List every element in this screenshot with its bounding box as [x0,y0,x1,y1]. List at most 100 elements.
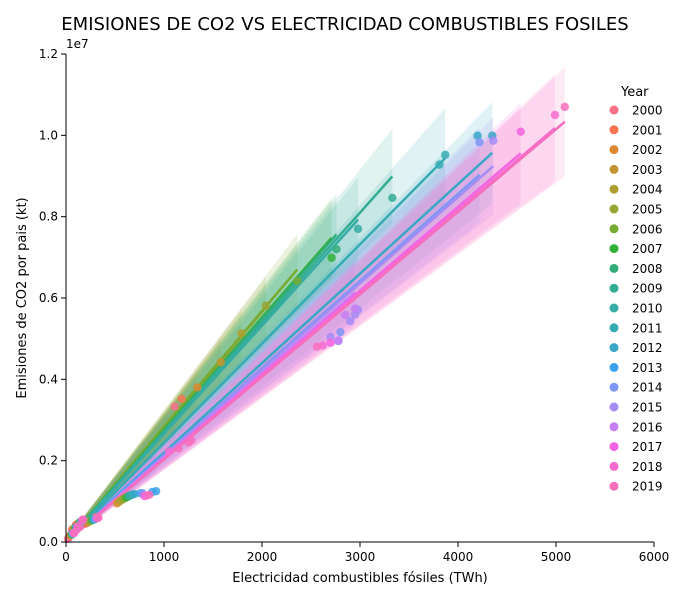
regression-lines [65,120,566,543]
legend-marker-2015 [609,402,619,412]
legend-marker-2012 [609,343,619,353]
point-2019-1 [312,342,322,351]
x-ticks: 0 1000 2000 3000 4000 5000 6000 [62,542,669,564]
confidence-band-2018 [66,74,556,543]
confidence-band-2010 [66,177,359,542]
confidence-band-2015 [66,117,494,543]
legend-marker-2004 [609,184,619,194]
x-tick-label: 3000 [345,550,376,564]
y-ticks: 0.0 0.2 0.4 0.6 0.8 1.0 1.2 [39,47,66,549]
x-tick-label: 6000 [639,550,670,564]
x-tick-label: 1000 [149,550,180,564]
y-tick-label: 1.2 [39,47,58,61]
legend-label-2005: 2005 [632,203,663,217]
x-tick-label: 4000 [443,550,474,564]
point-2018-0 [550,110,560,120]
y-tick-label: 0.6 [39,291,58,305]
y-axis-label: Emisiones de CO2 por pais (kt) [15,197,30,398]
point-2018-2 [164,447,174,456]
legend-marker-2000 [609,105,619,115]
legend-marker-2011 [609,323,619,333]
legend-label-2010: 2010 [632,302,663,316]
legend-label-2000: 2000 [632,104,663,118]
y-offset-text: 1e7 [66,37,89,51]
legend-marker-2008 [609,263,619,273]
point-2012-0 [473,131,482,140]
confidence-band-2012 [66,102,493,543]
legend-label-2015: 2015 [632,401,663,415]
point-2010-0 [353,224,363,234]
confidence-band-2002 [66,372,198,542]
legend-marker-2009 [609,283,619,293]
y-tick-label: 0.2 [39,454,58,468]
legend-label-2017: 2017 [632,440,663,454]
point-2019-8 [94,513,103,522]
point-2009-0 [388,193,397,203]
x-axis-label: Electricidad combustibles fósiles (TWh) [232,571,488,586]
legend-label-2001: 2001 [632,123,663,137]
legend-label-2002: 2002 [632,143,663,157]
legend-marker-2013 [609,362,619,372]
legend-label-2019: 2019 [632,480,663,494]
legend: Year 2000 2001 2002 2003 2004 2005 2006 2007 200… [609,85,663,494]
regression-line-2019 [65,120,566,543]
legend-label-2006: 2006 [632,222,663,236]
x-tick-label: 5000 [541,550,572,564]
legend-marker-2002 [609,145,619,155]
confidence-band-2003 [66,339,221,542]
point-2001-0 [177,394,186,404]
legend-label-2007: 2007 [632,242,663,256]
point-2014-0 [475,138,484,147]
point-2008-0 [332,245,341,254]
legend-marker-2018 [609,461,619,471]
confidence-band-2008 [66,194,337,542]
regression-line-2010 [65,218,359,543]
point-2000-0 [170,402,179,411]
point-2013-1 [151,486,161,496]
legend-label-2016: 2016 [632,420,663,434]
point-2019-0 [560,102,570,112]
y-tick-label: 0.0 [39,535,58,549]
legend-marker-2019 [609,481,619,491]
y-tick-label: 1.0 [39,128,58,142]
point-2006-0 [293,276,302,286]
legend-title: Year [620,85,649,100]
regression-line-2011 [65,157,447,543]
point-2019-6 [73,522,83,531]
point-2015-0 [489,136,498,145]
confidence-band-2001 [66,393,182,542]
legend-marker-2005 [609,204,619,214]
confidence-band-2017 [66,102,521,543]
confidence-band-2004 [66,310,242,542]
x-tick-label: 0 [62,550,70,564]
legend-marker-2010 [609,303,619,313]
legend-label-2003: 2003 [632,163,663,177]
legend-label-2011: 2011 [632,321,663,335]
point-2005-0 [261,301,271,310]
confidence-band-2016 [66,260,356,542]
point-2014-1 [336,327,345,337]
confidence-band-2009 [66,128,393,542]
point-2003-0 [216,358,226,367]
point-2002-0 [193,383,202,392]
point-2007-0 [327,253,336,262]
legend-marker-2006 [609,224,619,234]
legend-label-2009: 2009 [632,282,663,296]
confidence-band-2000 [66,404,175,542]
point-2019-5 [70,528,79,537]
legend-marker-2017 [609,442,619,452]
y-tick-label: 0.8 [39,210,58,224]
legend-label-2012: 2012 [632,341,663,355]
point-2016-2 [334,336,343,345]
point-2019-7 [78,515,88,524]
point-2017-1 [326,338,335,347]
legend-marker-2003 [609,164,619,174]
point-2016-1 [341,310,350,320]
point-2019-3 [187,436,196,445]
legend-label-2008: 2008 [632,262,663,276]
point-2019-4 [174,444,183,453]
chart-title: EMISIONES DE CO2 VS ELECTRICIDAD COMBUST… [61,14,628,35]
legend-marker-2007 [609,244,619,254]
